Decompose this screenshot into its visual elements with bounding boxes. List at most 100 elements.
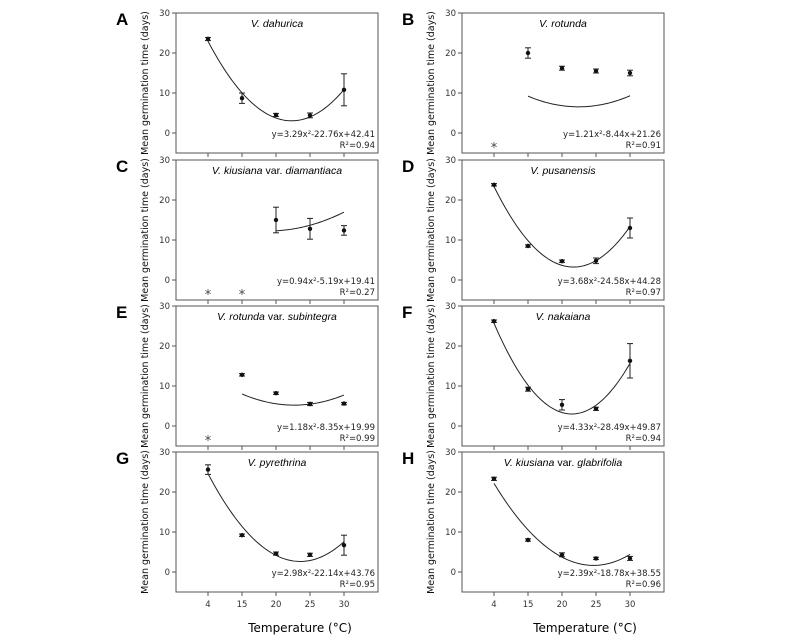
asterisk-marker: *	[205, 434, 212, 449]
y-tick-label: 30	[445, 302, 456, 312]
y-tick-label: 10	[445, 528, 456, 538]
data-point	[491, 182, 497, 187]
variety-word: var.	[268, 311, 285, 323]
data-point	[205, 467, 211, 472]
equation-label: y=2.39x²-18.78x+38.55	[558, 569, 661, 579]
y-tick-label: 0	[165, 129, 170, 139]
panel-title: V. kiusiana var. glabrifolia	[504, 457, 623, 469]
y-tick-label: 30	[159, 156, 170, 166]
data-point	[341, 401, 347, 406]
x-tick-label: 25	[305, 600, 316, 610]
r-squared-label: R²=0.97	[626, 288, 661, 298]
data-point	[273, 551, 279, 556]
r-squared-label: R²=0.99	[340, 434, 375, 444]
y-tick-label: 10	[159, 382, 170, 392]
data-point	[341, 228, 347, 233]
r-squared-label: R²=0.94	[340, 141, 375, 151]
panel-E: 0 10 20 30 Mean germination time (days) E V. r…	[116, 302, 379, 450]
species-name: V. kiusiana	[212, 165, 263, 177]
fit-curve	[241, 393, 345, 406]
data-point	[491, 476, 497, 481]
fit-curve	[207, 41, 345, 122]
y-tick-label: 30	[159, 448, 170, 458]
panel-frame	[461, 451, 665, 593]
data-point	[627, 225, 633, 231]
y-tick-label: 10	[159, 528, 170, 538]
y-tick-label: 0	[451, 276, 456, 286]
y-tick-label: 10	[159, 236, 170, 246]
x-tick-label: 30	[339, 600, 350, 610]
data-point	[239, 96, 245, 101]
species-name: V. nakaiana	[536, 311, 591, 323]
data-point	[627, 358, 633, 363]
panel-G: 0 10 20 30 4 15 20 25 30 Mean germination time (d…	[116, 448, 379, 610]
panel-frame	[175, 12, 379, 154]
data-point	[239, 533, 245, 538]
panel-B: 0 10 20 30 Mean germination time (days) B V. r…	[402, 9, 665, 157]
panel-letter: E	[116, 303, 127, 322]
y-axis-title: Mean germination time (days)	[426, 304, 437, 448]
y-tick-label: 20	[445, 49, 456, 59]
y-tick-label: 10	[445, 236, 456, 246]
y-axis-title: Mean germination time (days)	[140, 11, 151, 155]
x-axis-title-left: Temperature (°C)	[247, 621, 352, 635]
data-point	[307, 113, 313, 118]
panel-letter: D	[402, 157, 414, 176]
data-point	[273, 112, 279, 118]
species-name: V. pyrethrina	[248, 457, 307, 469]
equation-label: y=2.98x²-22.14x+43.76	[272, 569, 375, 579]
r-squared-label: R²=0.95	[340, 580, 375, 590]
data-point	[593, 556, 599, 561]
panel-letter: F	[402, 303, 412, 322]
data-point	[559, 552, 565, 557]
panel-title: V. pusanensis	[530, 165, 596, 177]
panel-title: V. rotunda var. subintegra	[217, 311, 337, 323]
y-tick-label: 0	[165, 422, 170, 432]
panel-D: 0 10 20 30 Mean germination time (days) D V. p…	[402, 156, 665, 304]
variety-word: var.	[266, 165, 283, 177]
panel-A: 0 10 20 30 Mean germination time (days) A V. d…	[116, 9, 379, 157]
species-name: V. rotunda	[217, 311, 265, 323]
data-point	[559, 66, 565, 71]
y-tick-label: 10	[445, 89, 456, 99]
data-point	[307, 552, 313, 557]
data-point	[525, 50, 531, 56]
panel-letter: B	[402, 10, 414, 29]
panel-frame	[461, 305, 665, 447]
data-point	[525, 387, 531, 392]
y-tick-label: 20	[445, 196, 456, 206]
panel-letter: C	[116, 157, 128, 176]
panel-title: V. kiusiana var. diamantiaca	[212, 165, 342, 177]
panel-title: V. dahurica	[251, 18, 303, 30]
x-tick-label: 4	[205, 600, 210, 610]
equation-label: y=1.21x²-8.44x+21.26	[563, 130, 661, 140]
data-point	[593, 258, 599, 263]
y-tick-label: 20	[159, 196, 170, 206]
variety-word: var.	[557, 457, 574, 469]
y-tick-label: 20	[159, 49, 170, 59]
x-tick-label: 30	[625, 600, 636, 610]
panels-layer: 0 10 20 30 Mean germination time (days) A V. d…	[116, 9, 665, 610]
panel-title: V. rotunda	[539, 18, 587, 30]
data-point	[593, 68, 599, 74]
y-tick-label: 30	[445, 9, 456, 19]
y-tick-label: 0	[165, 568, 170, 578]
y-tick-label: 10	[159, 89, 170, 99]
r-squared-label: R²=0.96	[626, 580, 661, 590]
variety-name: glabrifolia	[577, 457, 622, 469]
x-tick-label: 20	[557, 600, 568, 610]
x-tick-label: 15	[523, 600, 534, 610]
asterisk-marker: *	[205, 288, 212, 303]
data-point	[273, 217, 279, 223]
y-tick-label: 0	[451, 422, 456, 432]
y-tick-label: 30	[159, 302, 170, 312]
y-axis-title: Mean germination time (days)	[140, 158, 151, 302]
fit-curve	[493, 186, 631, 268]
y-tick-label: 0	[451, 568, 456, 578]
data-point	[307, 226, 313, 231]
panel-frame	[175, 451, 379, 593]
data-point	[341, 87, 347, 93]
equation-label: y=4.33x²-28.49x+49.87	[558, 423, 661, 433]
x-tick-label: 15	[237, 600, 248, 610]
